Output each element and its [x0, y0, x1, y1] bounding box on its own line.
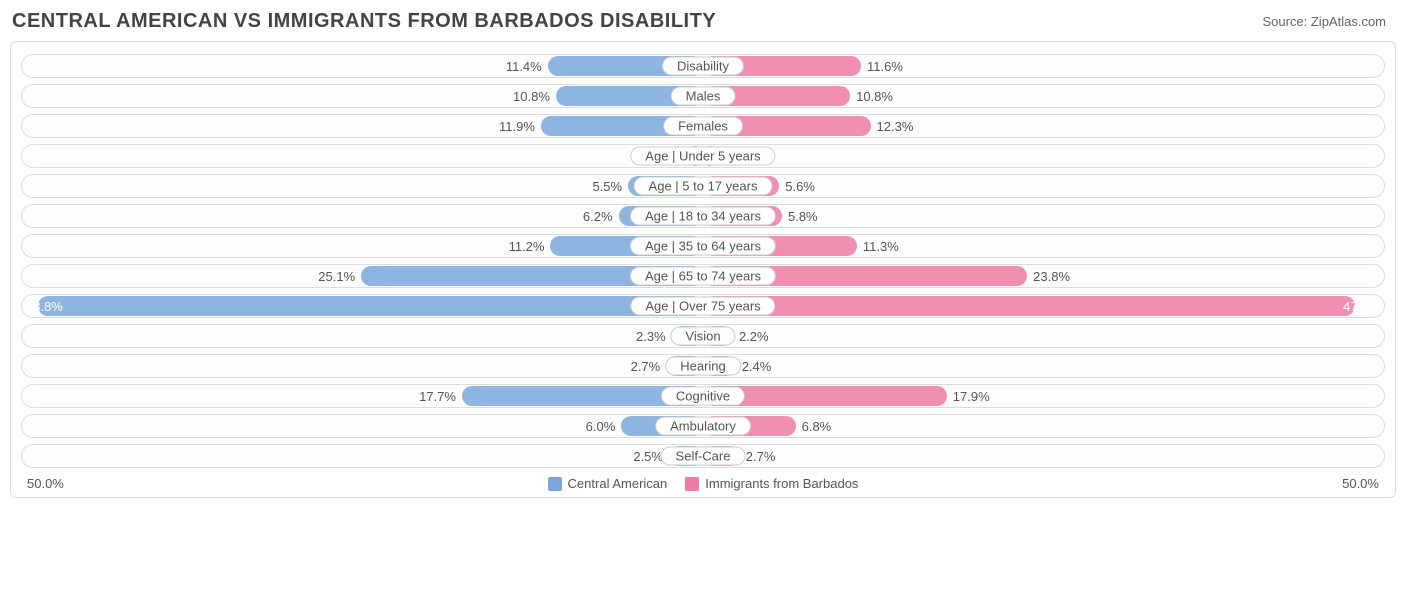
chart-row: 6.0% 6.8% Ambulatory	[21, 414, 1385, 438]
chart-header: CENTRAL AMERICAN VS IMMIGRANTS FROM BARB…	[0, 0, 1406, 41]
chart-row: 11.2% 11.3% Age | 35 to 64 years	[21, 234, 1385, 258]
value-right: 23.8%	[1027, 265, 1070, 287]
value-right: 11.3%	[857, 235, 899, 257]
chart-row: 2.3% 2.2%Vision	[21, 324, 1385, 348]
category-label: Age | Under 5 years	[630, 147, 775, 166]
chart-row: 17.7% 17.9% Cognitive	[21, 384, 1385, 408]
value-right: 2.4%	[736, 355, 772, 377]
value-right: 10.8%	[850, 85, 893, 107]
chart-container: CENTRAL AMERICAN VS IMMIGRANTS FROM BARB…	[0, 0, 1406, 498]
chart-source: Source: ZipAtlas.com	[1262, 14, 1386, 29]
value-left: 2.3%	[636, 325, 672, 347]
legend-swatch-right	[685, 477, 699, 491]
axis-left-label: 50.0%	[27, 476, 64, 491]
chart-row: 11.9% 12.3% Females	[21, 114, 1385, 138]
value-right: 17.9%	[947, 385, 990, 407]
chart-row: 1.2%0.97%Age | Under 5 years	[21, 144, 1385, 168]
category-label: Hearing	[665, 357, 741, 376]
category-label: Cognitive	[661, 387, 745, 406]
category-label: Age | 65 to 74 years	[630, 267, 776, 286]
chart-row: 6.2% 5.8% Age | 18 to 34 years	[21, 204, 1385, 228]
value-right: 47.9%	[1337, 295, 1380, 317]
chart-row: 10.8% 10.8% Males	[21, 84, 1385, 108]
chart-rows: 11.4% 11.6% Disability 10.8% 10.8% Males 11.9%…	[21, 54, 1385, 468]
category-label: Males	[671, 87, 736, 106]
category-label: Age | 5 to 17 years	[634, 177, 773, 196]
value-right: 5.6%	[779, 175, 815, 197]
category-label: Ambulatory	[655, 417, 751, 436]
value-left: 48.8%	[26, 295, 69, 317]
legend-label-left: Central American	[568, 476, 668, 491]
category-label: Self-Care	[661, 447, 746, 466]
category-label: Vision	[670, 327, 735, 346]
chart-row: 2.7% 2.4%Hearing	[21, 354, 1385, 378]
legend-item-right: Immigrants from Barbados	[685, 476, 858, 491]
value-left: 5.5%	[592, 175, 628, 197]
chart-row: 11.4% 11.6% Disability	[21, 54, 1385, 78]
chart-axis: 50.0% Central American Immigrants from B…	[21, 474, 1385, 491]
value-left: 17.7%	[419, 385, 462, 407]
bar-right	[703, 296, 1355, 316]
chart-row: 5.5% 5.6% Age | 5 to 17 years	[21, 174, 1385, 198]
value-left: 2.7%	[631, 355, 667, 377]
value-right: 6.8%	[796, 415, 832, 437]
bar-left	[38, 296, 703, 316]
value-right: 11.6%	[861, 55, 903, 77]
category-label: Age | 18 to 34 years	[630, 207, 776, 226]
legend-label-right: Immigrants from Barbados	[705, 476, 858, 491]
value-right: 12.3%	[871, 115, 914, 137]
chart-area: 11.4% 11.6% Disability 10.8% 10.8% Males 11.9%…	[10, 41, 1396, 498]
value-left: 10.8%	[513, 85, 556, 107]
chart-row: 25.1% 23.8% Age | 65 to 74 years	[21, 264, 1385, 288]
chart-title: CENTRAL AMERICAN VS IMMIGRANTS FROM BARB…	[12, 10, 716, 33]
value-left: 11.9%	[499, 115, 541, 137]
category-label: Females	[663, 117, 743, 136]
chart-row: 48.8% 47.9% Age | Over 75 years	[21, 294, 1385, 318]
category-label: Disability	[662, 57, 744, 76]
chart-legend: Central American Immigrants from Barbado…	[548, 476, 859, 491]
value-left: 6.0%	[586, 415, 622, 437]
value-right: 2.2%	[733, 325, 769, 347]
axis-right-label: 50.0%	[1342, 476, 1379, 491]
value-left: 11.2%	[509, 235, 551, 257]
value-left: 6.2%	[583, 205, 619, 227]
value-right: 5.8%	[782, 205, 818, 227]
legend-swatch-left	[548, 477, 562, 491]
legend-item-left: Central American	[548, 476, 668, 491]
category-label: Age | Over 75 years	[630, 297, 775, 316]
value-left: 11.4%	[506, 55, 548, 77]
value-left: 25.1%	[318, 265, 361, 287]
chart-row: 2.5%2.7%Self-Care	[21, 444, 1385, 468]
category-label: Age | 35 to 64 years	[630, 237, 776, 256]
